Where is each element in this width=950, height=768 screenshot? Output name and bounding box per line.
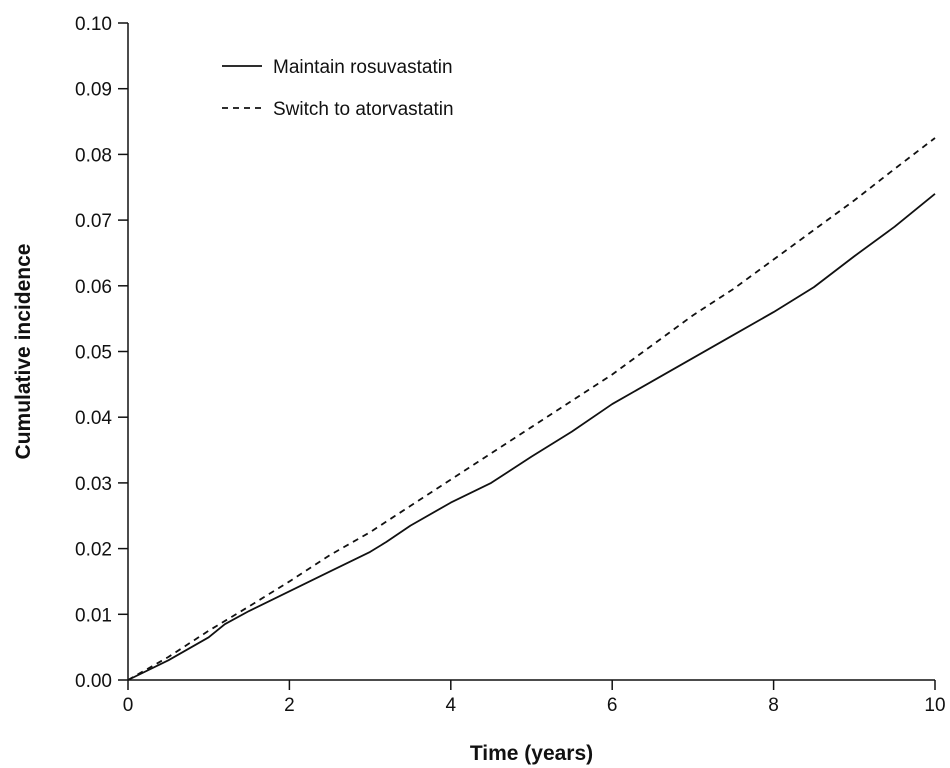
y-tick-label: 0.03	[75, 474, 112, 495]
legend-label: Switch to atorvastatin	[273, 99, 454, 120]
y-tick-label: 0.04	[75, 408, 112, 429]
y-tick-label: 0.02	[75, 540, 112, 561]
x-tick-label: 10	[924, 695, 945, 716]
axes-layer: 0.00 0.01 0.02 0.03 0.04 0.05 0.06 0.07 0.08 0.09…	[75, 14, 946, 716]
y-tick-label: 0.00	[75, 671, 112, 692]
y-tick-label: 0.05	[75, 343, 112, 364]
y-tick-label: 0.06	[75, 277, 112, 298]
y-tick-label: 0.01	[75, 605, 112, 626]
series-line-switch-to-atorvastatin	[127, 137, 936, 681]
series-layer	[127, 137, 936, 681]
y-tick-label: 0.07	[75, 211, 112, 232]
y-axis-title: Cumulative incidence	[12, 244, 35, 460]
y-tick-label: 0.08	[75, 145, 112, 166]
series-line-maintain-rosuvastatin	[127, 193, 936, 681]
x-axis-title: Time (years)	[470, 742, 593, 765]
x-tick-label: 2	[284, 695, 295, 716]
x-tick-label: 6	[607, 695, 618, 716]
x-tick-label: 8	[768, 695, 779, 716]
y-tick-label: 0.10	[75, 14, 112, 35]
x-tick-label: 4	[446, 695, 457, 716]
legend: Maintain rosuvastatin Switch to atorvasta…	[222, 57, 454, 120]
y-tick-label: 0.09	[75, 80, 112, 101]
x-tick-label: 0	[123, 695, 134, 716]
legend-label: Maintain rosuvastatin	[273, 57, 453, 78]
